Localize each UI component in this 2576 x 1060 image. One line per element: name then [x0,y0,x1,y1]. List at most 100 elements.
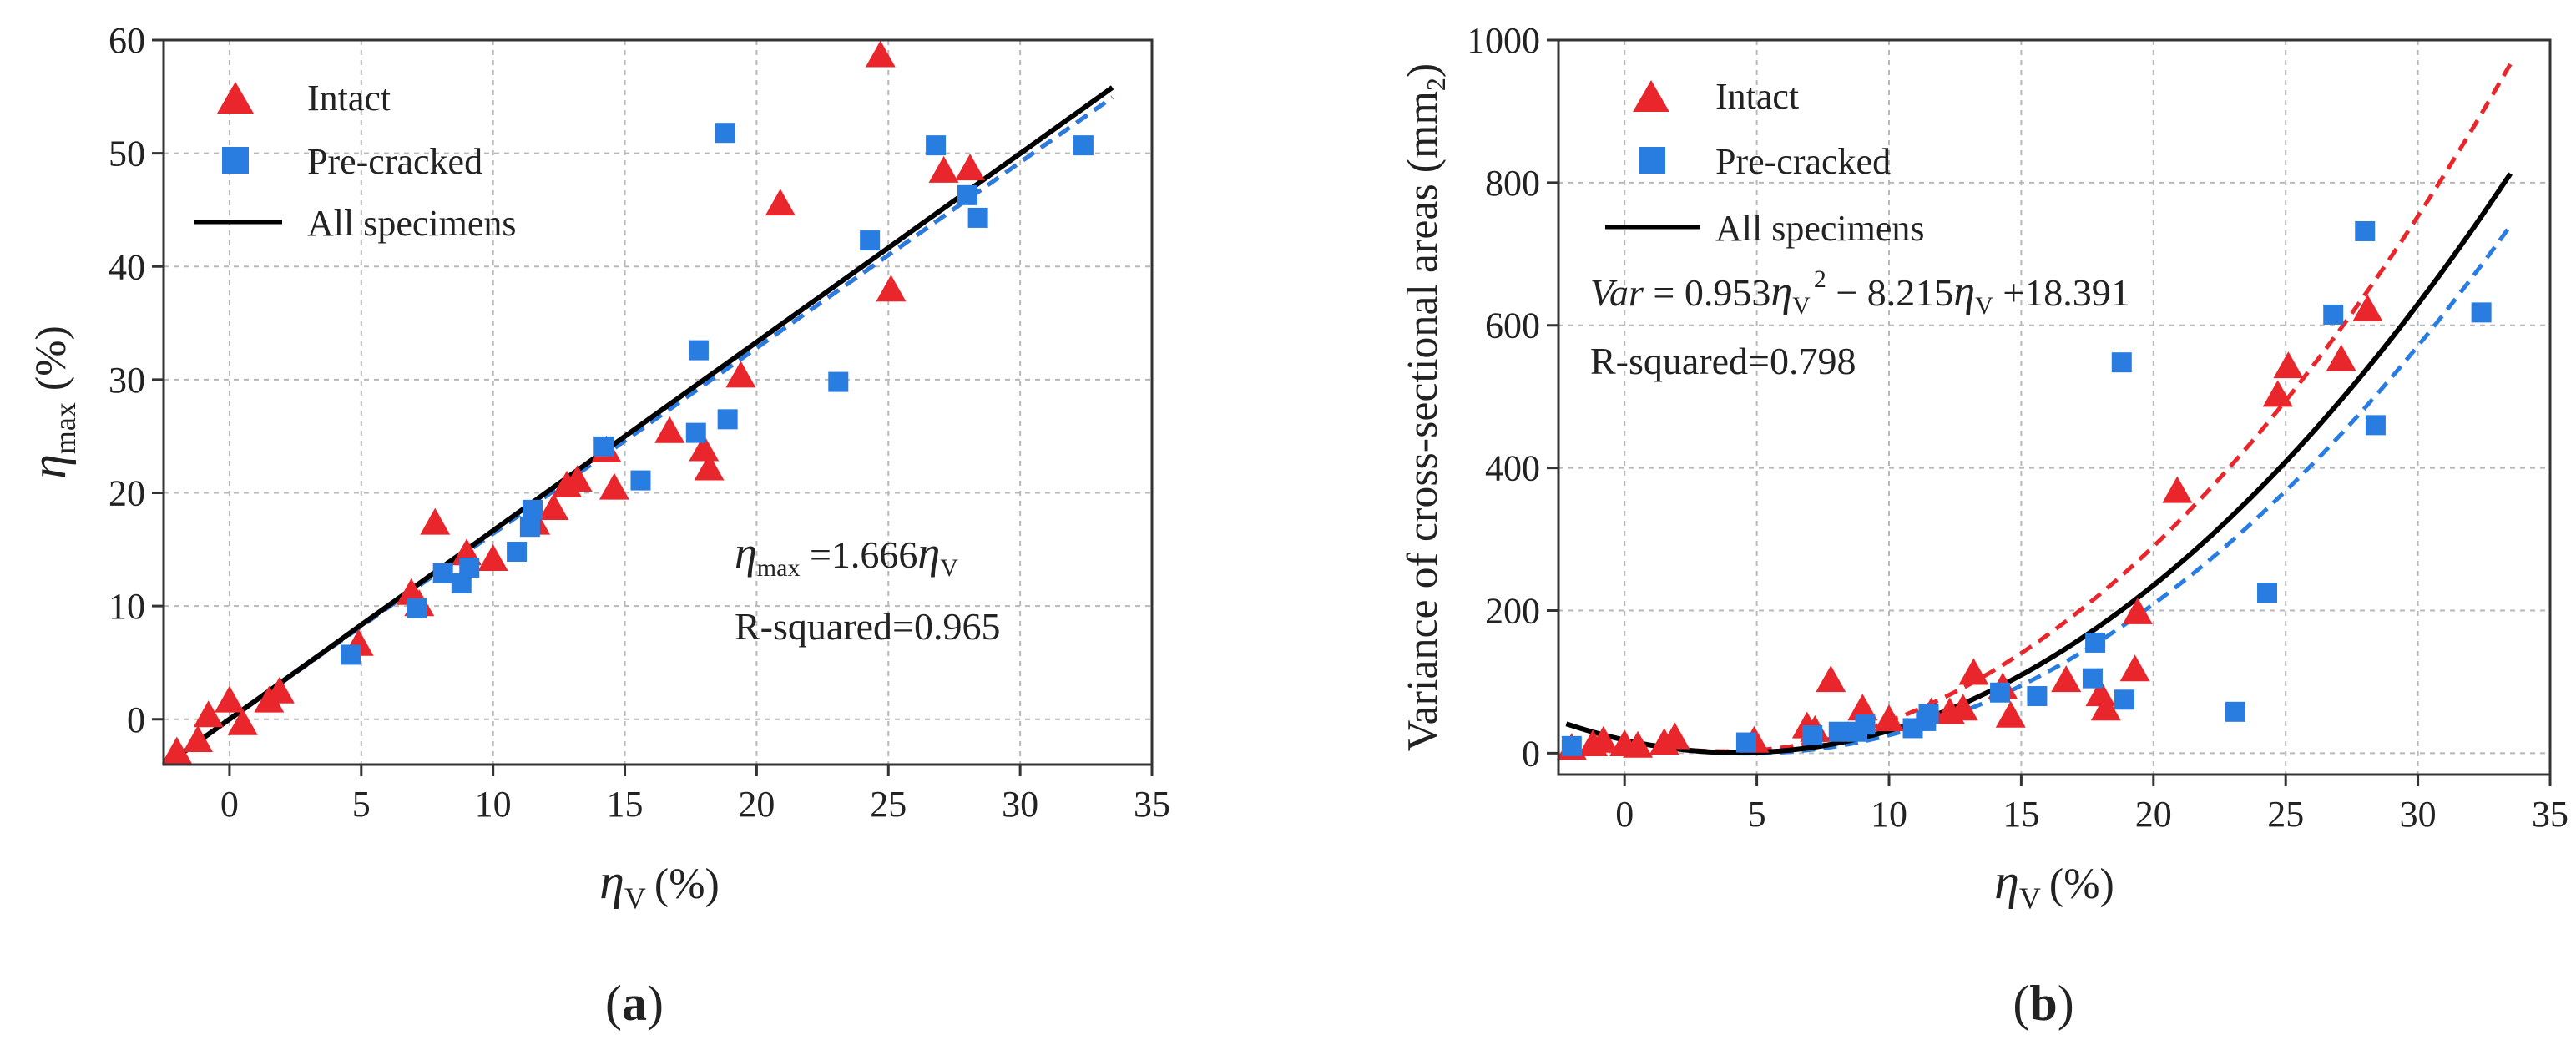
chart-b-intact-point [2262,380,2293,407]
chart-a-fit-all-specimens [169,85,1114,763]
chart-a-legend-intact-label: Intact [307,78,391,119]
chart-b-intact-point [2162,476,2193,503]
chart-b-intact-point [2326,344,2356,371]
chart-b-intact-point [2273,351,2304,379]
chart-b-precracked-point [2257,583,2278,603]
chart-b-legend-precracked-label: Pre-cracked [1715,141,1891,182]
chart-a-r-squared: R-squared=0.965 [735,605,1001,648]
chart-b-x-tick-label: 25 [2267,794,2304,835]
chart-a-intact-point [538,493,569,521]
chart-b-intact-point [2122,597,2153,624]
chart-a-precracked-point [432,563,453,583]
chart-b-legend: Intact Pre-cracked All specimens [1605,76,1925,249]
chart-a-intact-point [264,676,295,704]
chart-a-x-axis-title: ηV (%) [599,854,720,915]
chart-b-x-tick-label: 15 [2003,794,2039,835]
chart-a-precracked-point [717,409,738,430]
chart-b-intact-point [2051,665,2082,693]
chart-a-precracked-point [341,644,361,665]
chart-a-intact-point [214,685,245,713]
chart-b-x-tick-label: 0 [1615,794,1634,835]
chart-b-precracked-point [2471,302,2492,323]
chart-a-x-tick-label: 10 [475,784,512,825]
chart-b-data-points [1556,220,2492,760]
chart-b-precracked-point [2111,352,2132,373]
chart-a-precracked-point [459,558,480,578]
chart-a-x-tick-label: 35 [1134,784,1170,825]
chart-a-legend: Intact Pre-cracked All specimens [194,78,517,244]
chart-a-precracked-point [523,499,543,520]
chart-a-y-tick-label: 40 [109,246,145,287]
chart-b-y-tick-label: 800 [1485,163,1540,204]
chart-b-precracked-point [2082,668,2103,689]
chart-panel-b: 0 5 10 15 20 25 30 35 0 200 400 600 800 1000 Variance… [1288,0,2576,1060]
chart-a-intact-point [161,736,192,764]
chart-a-data-points [161,40,1094,764]
chart-a-svg: 0 5 10 15 20 25 30 35 0 10 20 30 40 50 60 ηmax(%) ηV (%… [21,20,1170,1031]
chart-b-y-tick-label: 200 [1485,590,1540,631]
chart-a-intact-point [725,361,756,388]
chart-a-intact-point [183,725,214,753]
chart-a-plot-frame [162,38,1154,766]
chart-b-x-tick-label: 5 [1748,794,1766,835]
chart-b-y-tick-label: 600 [1485,305,1540,346]
chart-a-intact-point [599,472,629,500]
chart-b-intact-point [1816,665,1846,693]
chart-b-x-tick-label: 10 [1871,794,1907,835]
chart-a-precracked-point [688,340,709,361]
chart-a-x-tick-label: 15 [607,784,644,825]
chart-a-precracked-point [630,470,651,491]
chart-a-legend-intact-marker [217,82,254,114]
chart-a-precracked-point [519,517,540,538]
chart-a-intact-point [477,544,508,572]
chart-b-fit-all-specimens [1565,172,2513,755]
chart-b-intact-point [2090,694,2121,721]
chart-a-x-tick-label: 20 [738,784,775,825]
chart-a-y-tick-label: 30 [109,360,145,401]
chart-a-precracked-point [593,436,614,457]
chart-a-precracked-point [1073,135,1094,156]
chart-b-intact-point [1623,730,1654,758]
chart-b-y-tick-label: 0 [1522,733,1540,774]
chart-b-fit-intact-fit [1565,63,2513,754]
chart-a-y-tick-label: 50 [109,134,145,174]
chart-b-x-tick-label: 35 [2532,794,2568,835]
chart-b-legend-precracked-marker [1639,147,1665,174]
chart-b-intact-point [2119,654,2150,682]
chart-b-fit-equation: Var = 0.953ηV2 − 8.215ηV +18.391 [1590,265,2130,320]
chart-b-y-axis-title: Variance of cross-sectional areas (mm2) [1399,63,1451,752]
chart-a-intact-point [654,416,685,443]
chart-a-precracked-point [715,123,735,144]
chart-a-legend-all-label: All specimens [307,203,517,244]
chart-a-legend-precracked-label: Pre-cracked [307,141,482,182]
chart-b-precracked-point [1828,721,1849,742]
chart-a-caption: (a) [605,976,664,1031]
chart-a-x-tick-label: 5 [352,784,371,825]
chart-a-precracked-point [507,542,528,563]
chart-a-y-tick-label: 20 [109,473,145,514]
chart-a-intact-point [876,275,907,302]
chart-a-x-tick-label: 30 [1002,784,1038,825]
chart-b-caption: (b) [2013,976,2073,1031]
chart-b-y-tick-label: 400 [1485,448,1540,489]
chart-b-ticks: 0 5 10 15 20 25 30 35 0 200 400 600 800 1000 [1467,20,2568,835]
chart-b-intact-point [1847,694,1878,721]
chart-b-precracked-point [1735,732,1756,753]
chart-b-precracked-point [2355,220,2376,241]
chart-b-intact-point [1588,725,1619,753]
chart-a-y-tick-label: 60 [109,20,145,61]
chart-a-y-tick-label: 10 [109,586,145,627]
chart-b-intact-point [1947,694,1978,721]
chart-b-precracked-point [1855,714,1876,735]
chart-a-intact-point [928,155,959,183]
chart-b-x-axis-title: ηV (%) [1994,854,2114,915]
chart-b-precracked-point [2225,701,2246,722]
chart-a-intact-point [765,189,796,216]
chart-a-y-tick-label: 0 [127,699,145,740]
chart-a-gridlines [164,40,1152,765]
chart-b-legend-intact-label: Intact [1715,76,1799,117]
chart-b-intact-point [1995,700,2026,728]
chart-a-intact-point [420,507,451,535]
chart-a-intact-point [694,453,725,481]
chart-a-fit-pre-cracked-fit [170,95,1114,762]
